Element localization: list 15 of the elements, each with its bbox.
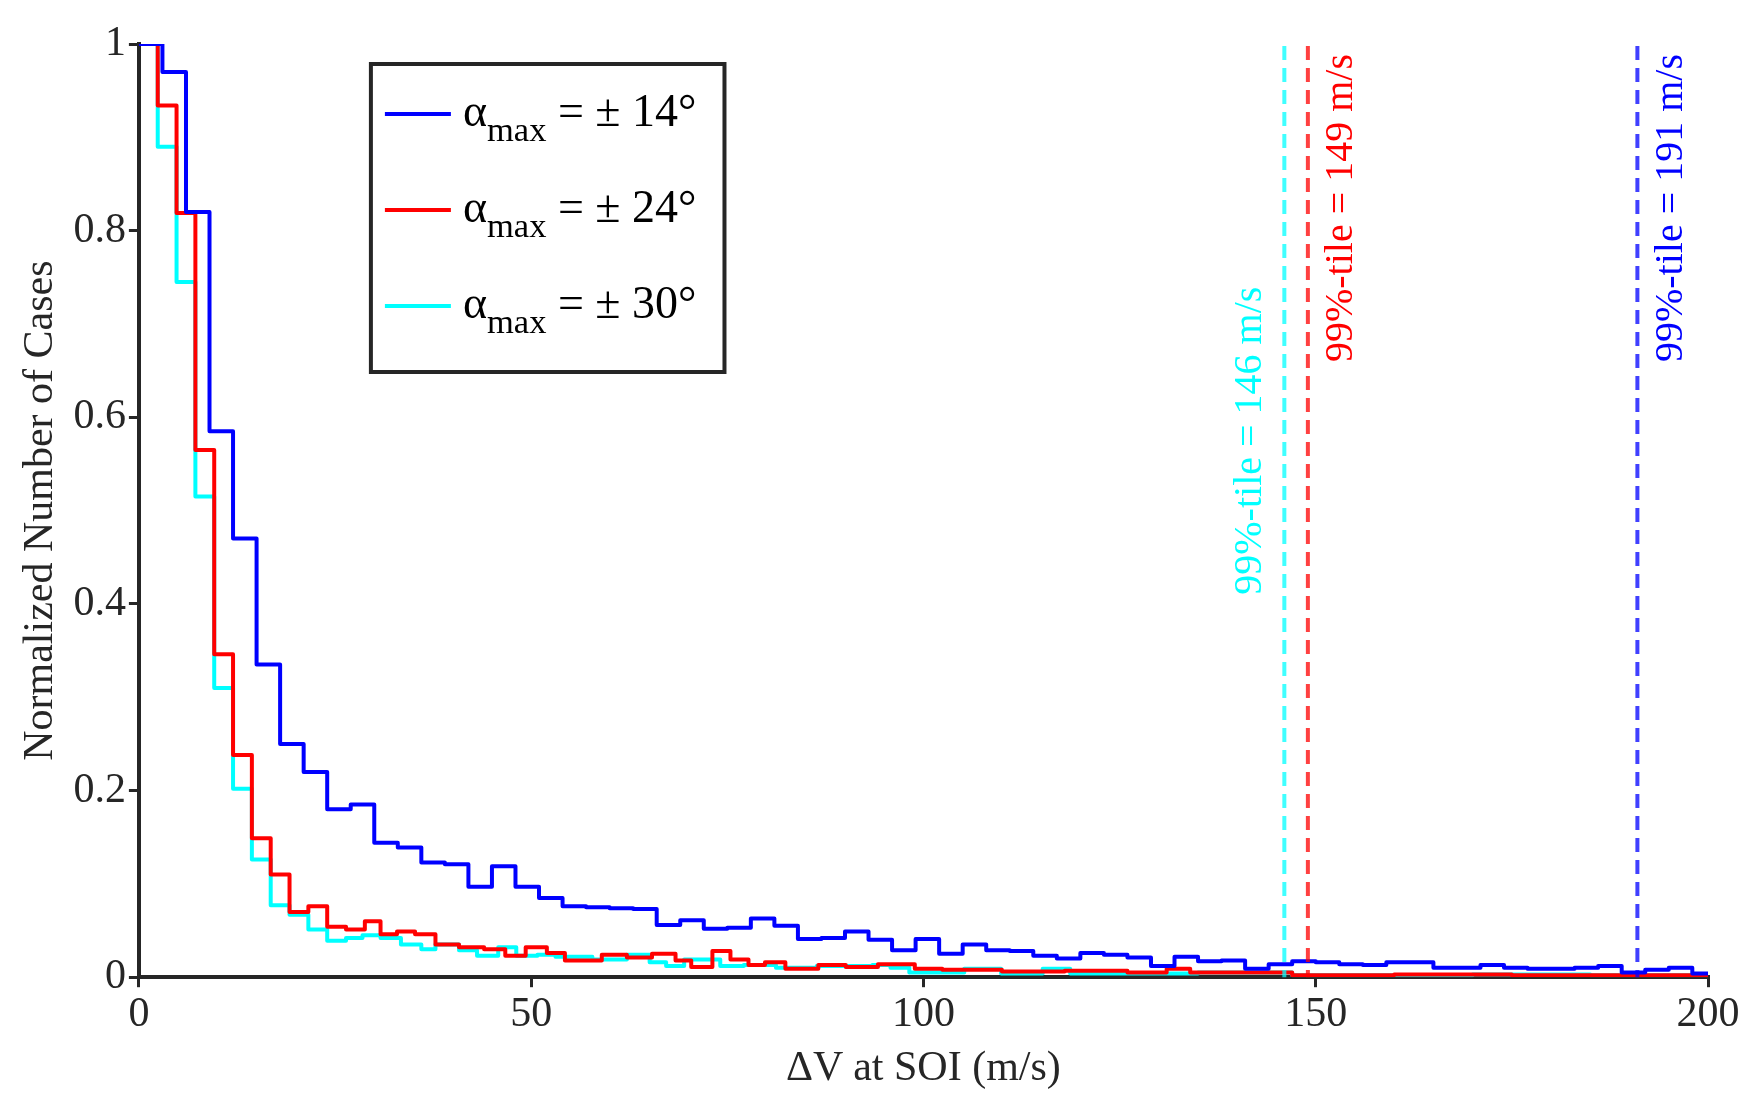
y-tick-label: 0.2 bbox=[73, 764, 126, 811]
ref-line-label: 99%-tile = 149 m/s bbox=[1316, 54, 1362, 363]
y-axis-title: Normalized Number of Cases bbox=[15, 260, 62, 761]
ref-line-label: 99%-tile = 146 m/s bbox=[1224, 286, 1270, 595]
ref-line-label: 99%-tile = 191 m/s bbox=[1645, 54, 1691, 363]
y-tick-label: 0.6 bbox=[73, 391, 126, 438]
x-tick-label: 50 bbox=[510, 989, 553, 1036]
x-tick-label: 200 bbox=[1676, 989, 1740, 1036]
y-tick-label: 0.4 bbox=[73, 577, 126, 624]
x-axis-title: ΔV at SOI (m/s) bbox=[786, 1042, 1061, 1090]
x-tick-label: 100 bbox=[891, 989, 955, 1036]
y-tick-label: 0.8 bbox=[73, 204, 126, 251]
y-tick-label: 0 bbox=[104, 951, 126, 998]
y-tick-label: 1 bbox=[104, 18, 126, 65]
x-tick-label: 150 bbox=[1284, 989, 1348, 1036]
